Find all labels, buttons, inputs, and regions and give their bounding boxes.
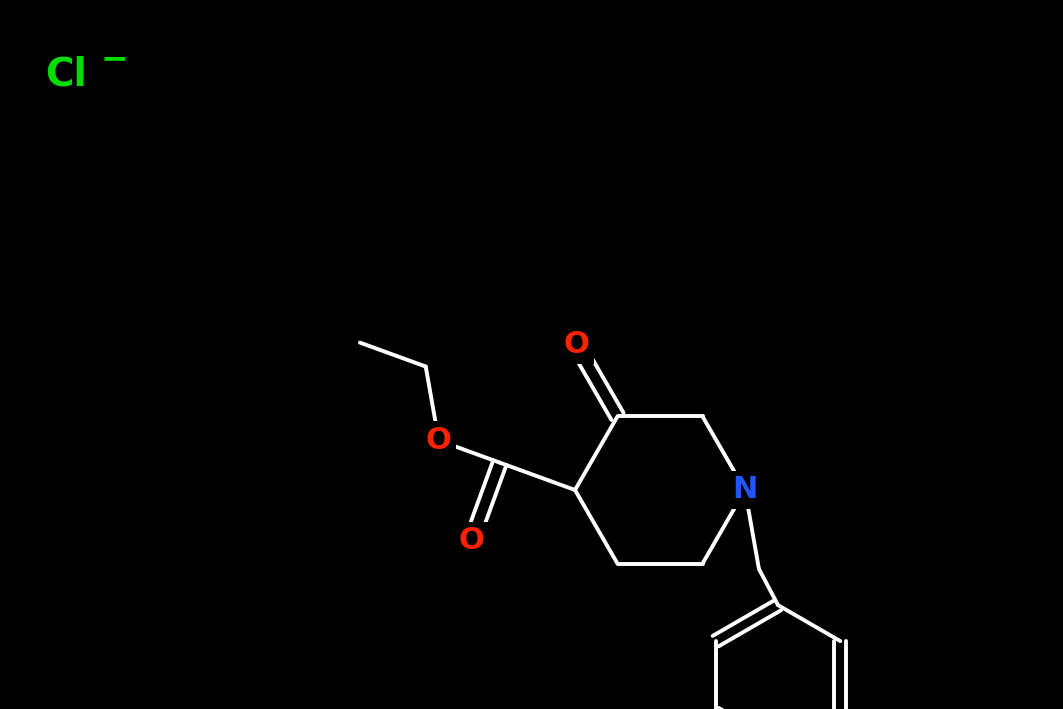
Text: O: O (563, 330, 589, 359)
Text: −: − (100, 42, 128, 75)
Text: N: N (732, 476, 758, 505)
Text: Cl: Cl (45, 55, 87, 93)
Text: O: O (426, 426, 452, 455)
Text: O: O (458, 526, 485, 555)
